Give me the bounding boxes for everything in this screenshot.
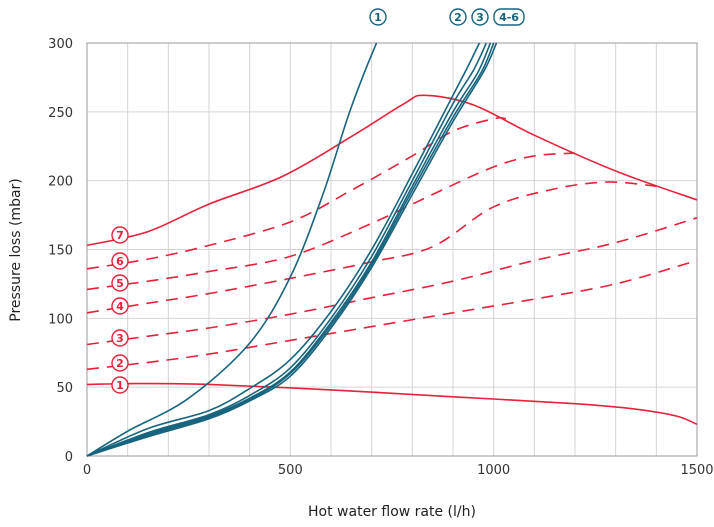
- loss-badge-label: 4-6: [499, 11, 519, 24]
- loss-curve-3: [86, 42, 488, 457]
- loss-curve-6: [86, 42, 498, 457]
- pump-curve-3: [86, 217, 698, 346]
- loss-curve-5: [86, 42, 495, 457]
- pump-badge-circle: [111, 297, 129, 315]
- y-tick-label: 100: [48, 312, 73, 327]
- loss-badge-label: 3: [476, 11, 484, 24]
- pump-curve-5: [86, 152, 576, 291]
- x-tick-label: 0: [83, 463, 91, 478]
- pump-curve-7: [86, 94, 698, 247]
- loss-curve-2: [86, 42, 481, 457]
- loss-badge-1: 1: [369, 8, 387, 26]
- pump-badge-circle: [111, 252, 129, 270]
- pump-curves: [86, 94, 698, 426]
- loss-badge-label: 2: [454, 11, 462, 24]
- pump-badge-circle: [111, 274, 129, 292]
- pump-badge-label: 5: [116, 277, 124, 290]
- pump-curve-4: [86, 181, 657, 314]
- y-tick-label: 150: [48, 244, 73, 259]
- pump-curve-1: [86, 382, 698, 426]
- pump-badge-5: 5: [111, 274, 129, 292]
- pump-badge-3: 3: [111, 329, 129, 347]
- x-tick-label: 1000: [477, 463, 510, 478]
- pump-badge-7: 7: [111, 226, 129, 244]
- x-tick-label: 1500: [680, 463, 713, 478]
- loss-badge-shape: [471, 8, 489, 26]
- pump-badge-label: 6: [116, 255, 124, 268]
- y-axis-ticks: 0 50 100 150 200 250 300: [48, 37, 73, 465]
- loss-curve-labels: 1 2 3 4-6: [369, 8, 525, 26]
- loss-badge-shape: [449, 8, 467, 26]
- loss-badge-3: 3: [471, 8, 489, 26]
- pump-badge-circle: [111, 376, 129, 394]
- pump-badge-label: 2: [116, 357, 124, 370]
- loss-curve-4: [86, 42, 492, 457]
- pump-badge-circle: [111, 226, 129, 244]
- pump-badge-circle: [111, 354, 129, 372]
- pump-badge-6: 6: [111, 252, 129, 270]
- y-axis-label: Pressure loss (mbar): [8, 178, 24, 322]
- pump-curve-2: [86, 259, 698, 371]
- pump-badge-label: 7: [116, 229, 124, 242]
- loss-curve-1: [86, 42, 378, 457]
- plot-border: [86, 42, 698, 457]
- pump-curve-labels: 1 2 3 4 5 6 7: [111, 226, 129, 394]
- pump-badge-1: 1: [111, 376, 129, 394]
- y-tick-label: 300: [48, 37, 73, 52]
- pump-badge-circle: [111, 329, 129, 347]
- loss-badge-shape: [493, 8, 525, 26]
- y-tick-label: 0: [65, 450, 73, 465]
- pump-badge-label: 3: [116, 332, 124, 345]
- pump-badge-label: 4: [116, 300, 124, 313]
- pump-badge-4: 4: [111, 297, 129, 315]
- y-tick-label: 50: [56, 381, 73, 396]
- x-axis-label: Hot water flow rate (l/h): [308, 504, 476, 520]
- loss-badge-label: 1: [374, 11, 382, 24]
- x-axis-ticks: 0 500 1000 1500: [83, 463, 714, 478]
- loss-badge-2: 2: [449, 8, 467, 26]
- pump-badge-label: 1: [116, 379, 124, 392]
- pump-badge-2: 2: [111, 354, 129, 372]
- grid: [87, 43, 697, 456]
- plot-frame: [86, 42, 698, 457]
- x-tick-label: 500: [278, 463, 303, 478]
- loss-badge-shape: [369, 8, 387, 26]
- loss-badge-4-6: 4-6: [493, 8, 525, 26]
- y-tick-label: 200: [48, 175, 73, 190]
- loss-curves: [86, 42, 498, 457]
- pump-curve-6: [86, 117, 506, 270]
- y-tick-label: 250: [48, 106, 73, 121]
